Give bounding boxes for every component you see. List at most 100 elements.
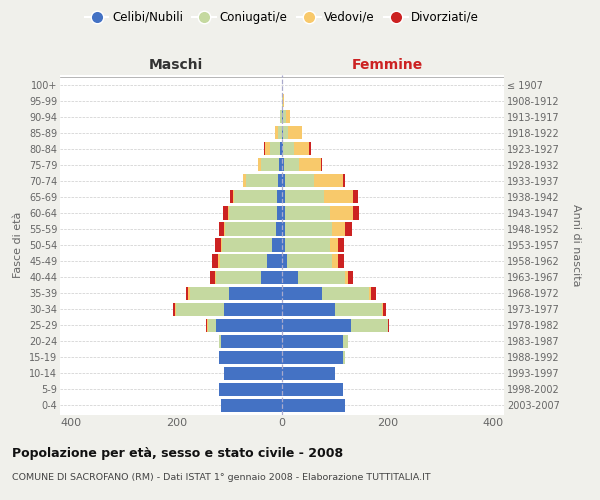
Bar (207, 318, 208, 332)
Bar (324, 190, 353, 203)
Bar (282, 190, 284, 203)
Bar (282, 350, 343, 364)
Bar (275, 222, 282, 235)
Bar (310, 142, 311, 156)
Bar (215, 270, 216, 283)
Bar (332, 222, 346, 235)
Bar (284, 190, 324, 203)
Text: Maschi: Maschi (149, 58, 203, 72)
Bar (329, 206, 353, 220)
Bar (175, 302, 176, 316)
Bar (218, 254, 220, 268)
Bar (212, 254, 218, 268)
Bar (284, 222, 332, 235)
Bar (263, 142, 265, 156)
Bar (369, 286, 371, 300)
Bar (283, 126, 289, 140)
Bar (221, 238, 222, 252)
Bar (215, 238, 221, 252)
Bar (223, 206, 227, 220)
Bar (282, 286, 322, 300)
Bar (287, 254, 332, 268)
Bar (284, 206, 329, 220)
Bar (233, 190, 235, 203)
Bar (299, 158, 320, 172)
Bar (216, 318, 282, 332)
Bar (282, 254, 287, 268)
Bar (282, 334, 343, 348)
Bar (284, 158, 299, 172)
Bar (244, 174, 246, 188)
Y-axis label: Fasce di età: Fasce di età (13, 212, 23, 278)
Bar (226, 222, 275, 235)
Bar (353, 206, 359, 220)
Bar (280, 142, 282, 156)
Bar (282, 270, 298, 283)
Bar (282, 383, 343, 396)
Bar (220, 254, 267, 268)
Bar (343, 174, 346, 188)
Bar (267, 254, 282, 268)
Bar (329, 238, 337, 252)
Bar (282, 174, 284, 188)
Bar (283, 142, 293, 156)
Bar (282, 238, 284, 252)
Legend: Celibi/Nubili, Coniugati/e, Vedovi/e, Divorziati/e: Celibi/Nubili, Coniugati/e, Vedovi/e, Di… (85, 11, 479, 24)
Bar (337, 238, 344, 252)
Bar (282, 94, 283, 107)
Text: Femmine: Femmine (352, 58, 424, 72)
Bar (346, 270, 348, 283)
Bar (343, 350, 346, 364)
Bar (282, 142, 283, 156)
Bar (270, 142, 280, 156)
Bar (258, 158, 261, 172)
Bar (216, 270, 261, 283)
Bar (218, 334, 221, 348)
Y-axis label: Anni di nascita: Anni di nascita (571, 204, 581, 286)
Bar (282, 206, 284, 220)
Bar (275, 126, 278, 140)
Bar (222, 238, 272, 252)
Bar (176, 302, 224, 316)
Bar (346, 222, 352, 235)
Bar (298, 270, 346, 283)
Bar (235, 190, 277, 203)
Bar (218, 383, 282, 396)
Bar (293, 142, 310, 156)
Bar (284, 238, 329, 252)
Bar (351, 318, 388, 332)
Bar (282, 110, 283, 124)
Bar (208, 318, 216, 332)
Bar (371, 286, 376, 300)
Bar (382, 302, 383, 316)
Bar (224, 222, 226, 235)
Bar (229, 286, 282, 300)
Bar (322, 286, 369, 300)
Bar (282, 302, 335, 316)
Bar (343, 334, 348, 348)
Bar (337, 254, 344, 268)
Bar (261, 158, 280, 172)
Bar (278, 126, 282, 140)
Bar (272, 238, 282, 252)
Bar (383, 302, 386, 316)
Bar (289, 126, 302, 140)
Bar (282, 399, 346, 412)
Bar (280, 158, 282, 172)
Bar (229, 206, 277, 220)
Bar (277, 190, 282, 203)
Bar (227, 206, 229, 220)
Bar (284, 174, 314, 188)
Bar (209, 270, 215, 283)
Bar (221, 334, 282, 348)
Bar (246, 174, 278, 188)
Bar (332, 254, 337, 268)
Bar (230, 190, 233, 203)
Bar (348, 270, 353, 283)
Bar (282, 318, 351, 332)
Bar (277, 206, 282, 220)
Bar (283, 110, 286, 124)
Text: Popolazione per età, sesso e stato civile - 2008: Popolazione per età, sesso e stato civil… (12, 448, 343, 460)
Bar (320, 158, 322, 172)
Bar (186, 286, 188, 300)
